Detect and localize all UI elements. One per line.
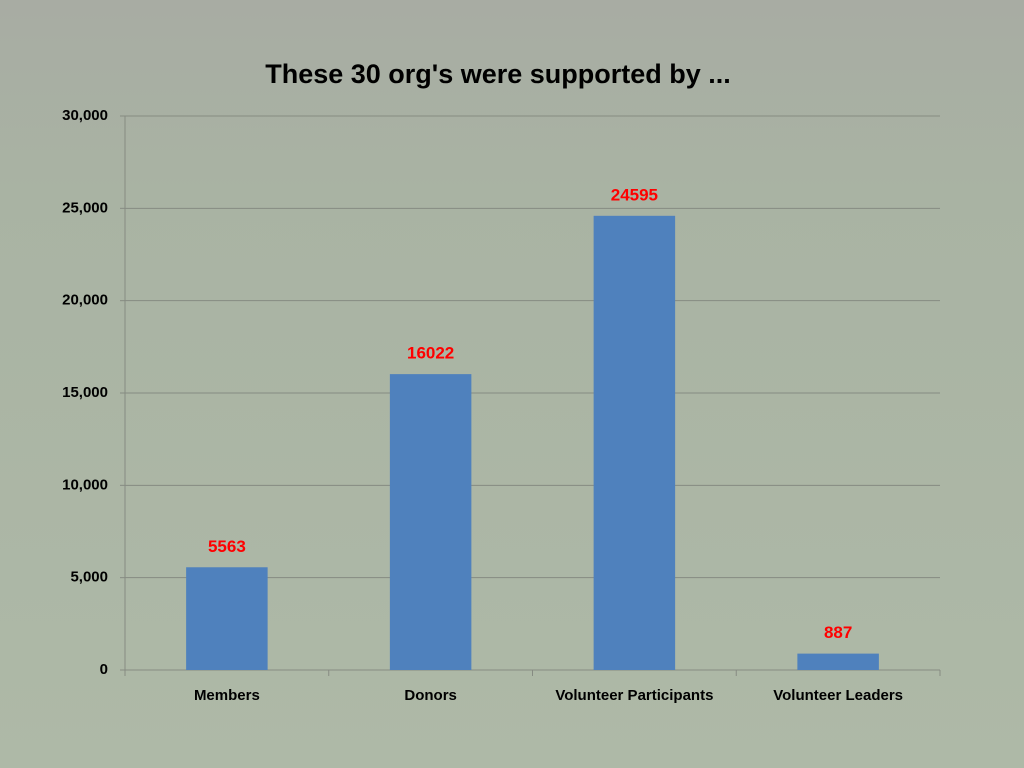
bar (186, 567, 268, 670)
y-tick-label: 15,000 (62, 384, 108, 401)
x-tick-label: Members (194, 687, 260, 704)
chart-title: These 30 org's were supported by ... (265, 59, 731, 89)
value-label: 5563 (208, 537, 246, 556)
x-tick-label: Volunteer Participants (555, 687, 713, 704)
y-tick-label: 0 (100, 661, 108, 678)
bar (593, 215, 676, 671)
value-label: 24595 (611, 185, 658, 204)
y-tick-label: 5,000 (70, 569, 108, 586)
x-tick-label: Volunteer Leaders (773, 687, 903, 704)
y-tick-label: 25,000 (62, 199, 108, 216)
value-label: 887 (824, 623, 852, 642)
y-tick-label: 20,000 (62, 292, 108, 309)
bar (389, 374, 472, 670)
x-tick-label: Donors (404, 687, 457, 704)
value-label: 16022 (407, 344, 454, 363)
y-tick-label: 10,000 (62, 476, 108, 493)
y-tick-label: 30,000 (62, 107, 108, 124)
bar (797, 653, 879, 670)
